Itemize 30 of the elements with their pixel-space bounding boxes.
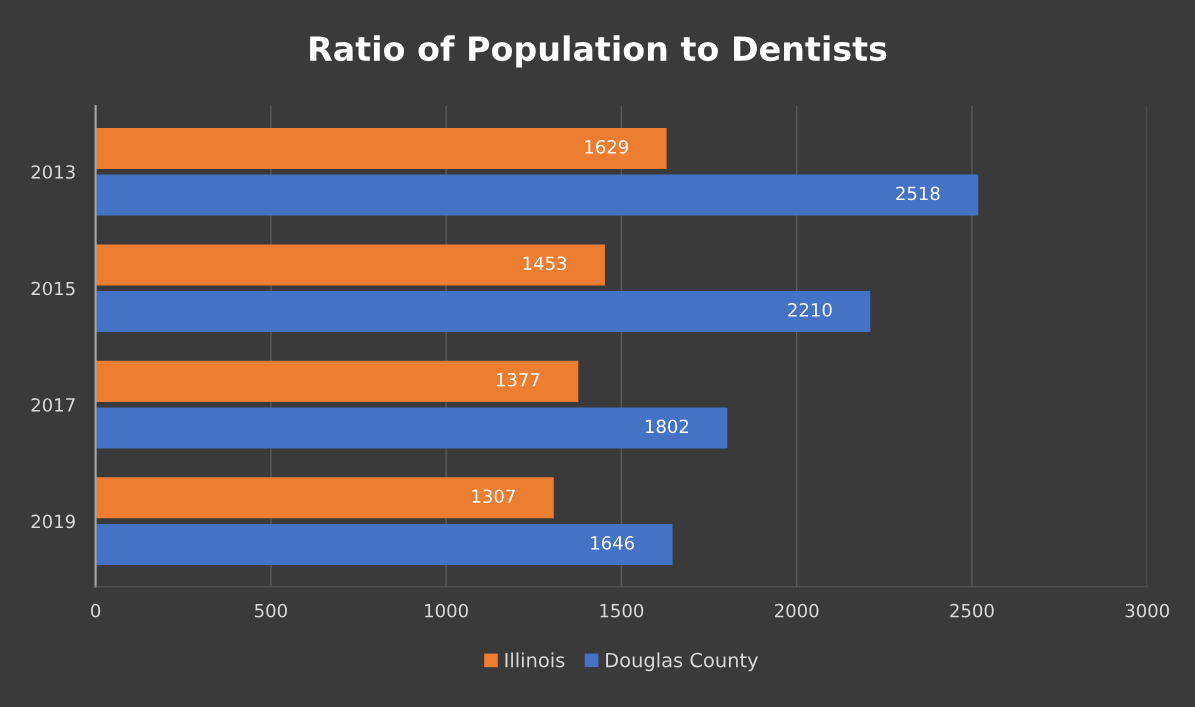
y-tick-label: 2017	[31, 398, 75, 412]
chart-title: Ratio of Population to Dentists	[310, 35, 887, 68]
bar	[95, 523, 673, 565]
bar	[95, 127, 667, 169]
x-tick-label: 2000	[775, 603, 819, 618]
bar	[95, 407, 728, 449]
x-tick-label: 1000	[425, 603, 468, 618]
bar	[95, 244, 605, 286]
x-tick-label: 1500	[600, 603, 644, 618]
bar	[95, 477, 554, 519]
bar	[95, 360, 579, 402]
data-label: 1307	[472, 489, 515, 504]
data-label: 1629	[585, 139, 628, 154]
data-label: 2518	[896, 186, 940, 201]
x-tick-label: 0	[91, 603, 101, 618]
x-tick-label: 2500	[950, 603, 994, 618]
data-label: 2210	[788, 303, 832, 317]
y-tick-label: 2019	[31, 514, 75, 529]
data-label: 1453	[523, 256, 567, 271]
legend-label: Douglas County	[606, 652, 759, 672]
y-tick-label: 2013	[31, 165, 75, 179]
bar	[95, 290, 871, 332]
x-tick-label: 3000	[1125, 603, 1169, 618]
data-label: 1646	[591, 536, 635, 550]
legend-label: Illinois	[505, 652, 565, 668]
data-label: 1802	[645, 419, 689, 434]
x-tick-label: 500	[255, 603, 287, 618]
data-label: 1377	[496, 372, 540, 387]
bar	[95, 174, 979, 216]
y-tick-label: 2015	[31, 281, 75, 296]
